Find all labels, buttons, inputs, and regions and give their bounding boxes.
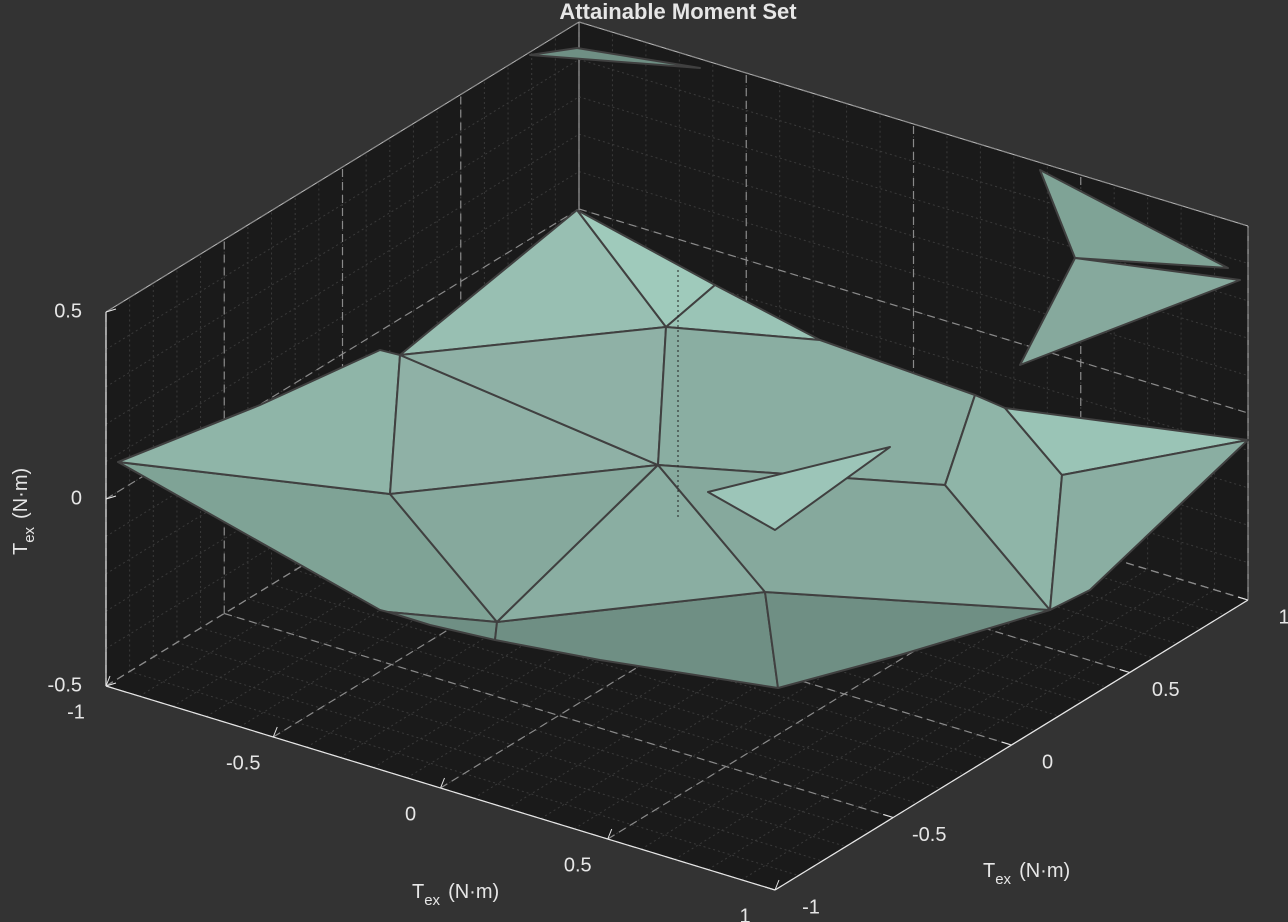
minor-grid-line (578, 208, 1249, 414)
label-base: T (983, 860, 995, 882)
label-unit: (N·m) (10, 468, 32, 519)
tick-mark (105, 495, 117, 500)
surface-face (1049, 439, 1249, 611)
surface-fragment (529, 47, 701, 69)
y-tick-label: 0.5 (1152, 679, 1180, 701)
tick-mark (105, 675, 111, 687)
minor-grid-line (153, 656, 823, 862)
tick-mark (1001, 741, 1012, 746)
x-axis-line (105, 685, 776, 891)
tick-mark (272, 726, 278, 738)
tick-mark (883, 814, 894, 818)
surface (117, 47, 1249, 689)
z-tick-label: 0.5 (54, 300, 82, 322)
minor-grid-line (247, 598, 918, 804)
y-tick-label: -0.5 (912, 824, 946, 846)
minor-grid-line (578, 96, 1249, 302)
x-tick-label: 0 (405, 803, 416, 825)
minor-grid-line (200, 627, 870, 833)
tick-mark (774, 879, 780, 891)
y-tick-label: 1 (1278, 606, 1288, 628)
tick-mark (1119, 669, 1130, 673)
minor-grid-line (578, 58, 1249, 264)
minor-grid-line (224, 613, 894, 818)
y-axis-label: Tex (N·m) (983, 860, 1070, 888)
label-unit: (N·m) (448, 881, 499, 903)
tick-mark (1237, 596, 1249, 601)
minor-grid-line (176, 642, 847, 847)
axes: -1 -0.5 0 0.5 1 -1 -0.5 0 0.5 1 -0.5 0 0.5 (48, 300, 1288, 922)
label-sub: ex (424, 892, 440, 909)
grid-line (105, 21, 580, 313)
box-edge (578, 21, 1249, 227)
minor-grid-line (578, 133, 1249, 339)
x-tick-label: -1 (67, 701, 85, 723)
x-tick-label: 0.5 (564, 854, 592, 876)
z-tick-label: 0 (71, 487, 82, 509)
label-sub: ex (21, 526, 38, 542)
minor-grid-line (271, 584, 941, 789)
label-unit: (N·m) (1019, 860, 1070, 882)
surface-fragment (1019, 257, 1241, 366)
y-axis-line (774, 599, 1249, 891)
tick-mark (607, 828, 613, 840)
z-tick-label: -0.5 (48, 674, 82, 696)
surface-fragment (707, 446, 891, 531)
tick-mark (105, 682, 117, 687)
label-sub: ex (995, 871, 1011, 888)
surface-fragment (1039, 169, 1229, 269)
y-tick-label: -1 (802, 896, 820, 918)
y-tick-label: 0 (1042, 751, 1053, 773)
tick-mark (440, 777, 445, 789)
x-axis-label: Tex (N·m) (412, 881, 499, 909)
label-base: T (10, 543, 32, 555)
chart-title: Attainable Moment Set (559, 0, 797, 24)
minor-grid-line (578, 171, 1249, 377)
x-tick-label: -0.5 (226, 752, 260, 774)
surface-face (117, 349, 401, 495)
minor-grid-line (129, 671, 799, 876)
tick-mark (105, 308, 117, 313)
x-tick-label: 1 (739, 905, 750, 922)
z-axis-label: Tex (N·m) (10, 468, 38, 555)
label-base: T (412, 881, 424, 903)
